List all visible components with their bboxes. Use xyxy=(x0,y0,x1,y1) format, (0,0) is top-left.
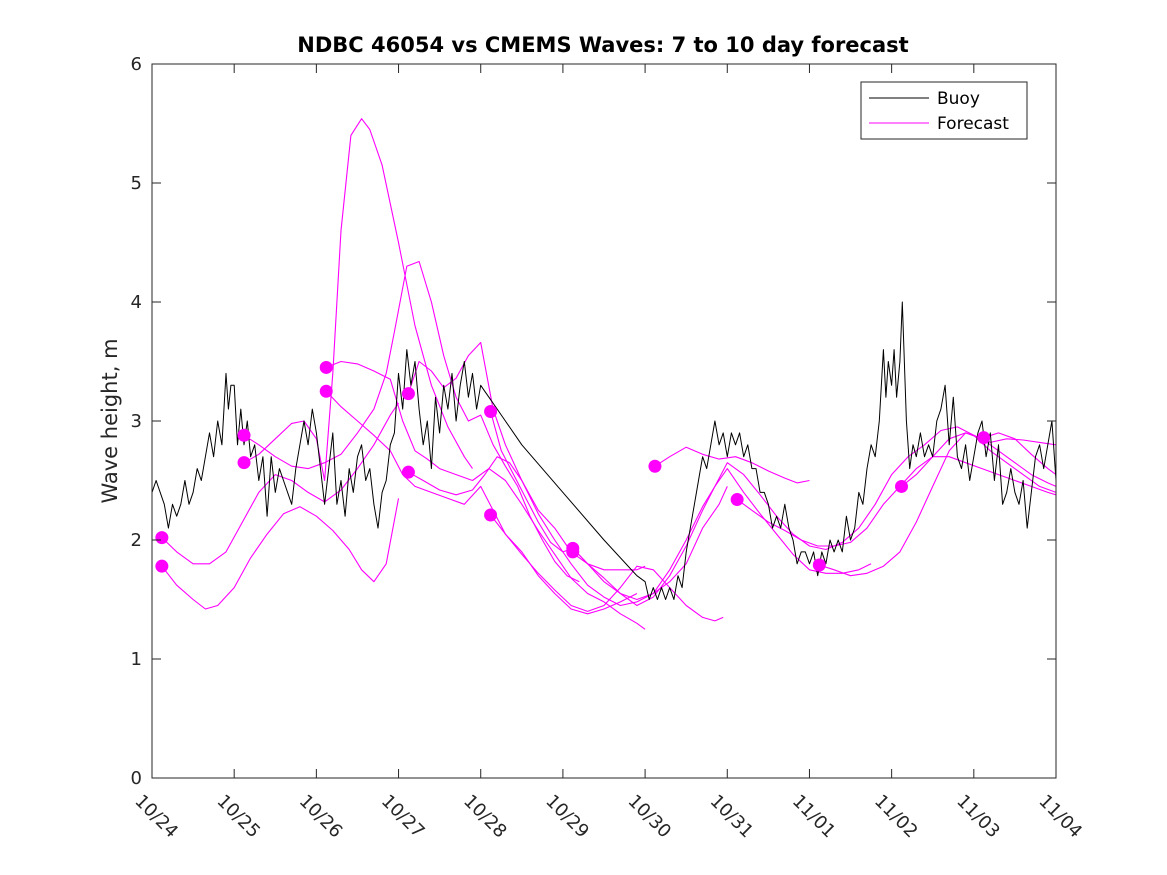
y-axis-label: Wave height, m xyxy=(98,338,122,503)
y-tick-label: 6 xyxy=(131,54,142,75)
legend-forecast-label: Forecast xyxy=(937,114,1009,134)
forecast-line-10 xyxy=(490,514,724,622)
forecast-line-12 xyxy=(654,446,810,484)
forecast-start-marker xyxy=(401,387,415,401)
forecast-start-marker xyxy=(648,459,662,473)
forecast-start-marker xyxy=(894,479,908,493)
forecast-start-marker xyxy=(319,360,333,374)
forecast-start-marker xyxy=(730,493,744,507)
x-tick-label: 11/03 xyxy=(952,791,1004,843)
forecast-line-16 xyxy=(983,432,1057,476)
forecast-line-15 xyxy=(901,432,1057,493)
forecast-start-marker xyxy=(812,558,826,572)
x-tick-label: 10/25 xyxy=(213,791,265,843)
forecast-line-9 xyxy=(490,411,1057,607)
forecast-start-marker xyxy=(484,404,498,418)
forecast-start-marker xyxy=(155,531,169,545)
x-tick-label: 10/29 xyxy=(541,791,593,843)
x-tick-label: 10/26 xyxy=(295,791,347,843)
forecast-line-2 xyxy=(161,498,400,610)
x-tick-label: 11/04 xyxy=(1034,791,1086,843)
y-tick-label: 4 xyxy=(131,292,142,313)
x-tick-label: 11/02 xyxy=(870,791,922,843)
forecast-start-marker xyxy=(484,508,498,522)
forecast-start-marker xyxy=(237,456,251,470)
forecast-start-marker xyxy=(566,545,580,559)
y-tick-label: 0 xyxy=(131,768,142,789)
y-tick-label: 3 xyxy=(131,411,142,432)
legend: Buoy Forecast xyxy=(860,81,1028,140)
buoy-line xyxy=(151,301,1057,600)
forecast-start-marker xyxy=(319,384,333,398)
forecast-line-4 xyxy=(243,260,580,583)
x-tick-label: 10/27 xyxy=(377,791,429,843)
legend-box xyxy=(860,81,1028,140)
forecast-line-5 xyxy=(325,360,646,630)
forecast-start-marker xyxy=(977,431,991,445)
y-tick-label: 5 xyxy=(131,173,142,194)
x-tick-label: 10/30 xyxy=(624,791,676,843)
chart-title: NDBC 46054 vs CMEMS Waves: 7 to 10 day f… xyxy=(297,33,908,57)
x-tick-label: 10/31 xyxy=(706,791,758,843)
forecast-line-1 xyxy=(161,402,399,565)
x-tick-label: 10/24 xyxy=(130,791,182,843)
forecast-line-11 xyxy=(572,468,872,601)
forecast-start-marker xyxy=(401,465,415,479)
y-tick-label: 2 xyxy=(131,530,142,551)
y-tick-label: 1 xyxy=(131,649,142,670)
plot-area xyxy=(152,64,1056,778)
x-tick-label: 11/01 xyxy=(788,791,840,843)
forecast-line-14 xyxy=(819,432,1057,577)
x-tick-label: 10/28 xyxy=(459,791,511,843)
forecast-line-6 xyxy=(325,390,638,615)
forecast-line-3 xyxy=(243,118,473,482)
forecast-start-marker xyxy=(155,559,169,573)
forecast-start-marker xyxy=(237,428,251,442)
forecast-line-7 xyxy=(407,341,646,571)
legend-buoy-label: Buoy xyxy=(937,89,980,109)
